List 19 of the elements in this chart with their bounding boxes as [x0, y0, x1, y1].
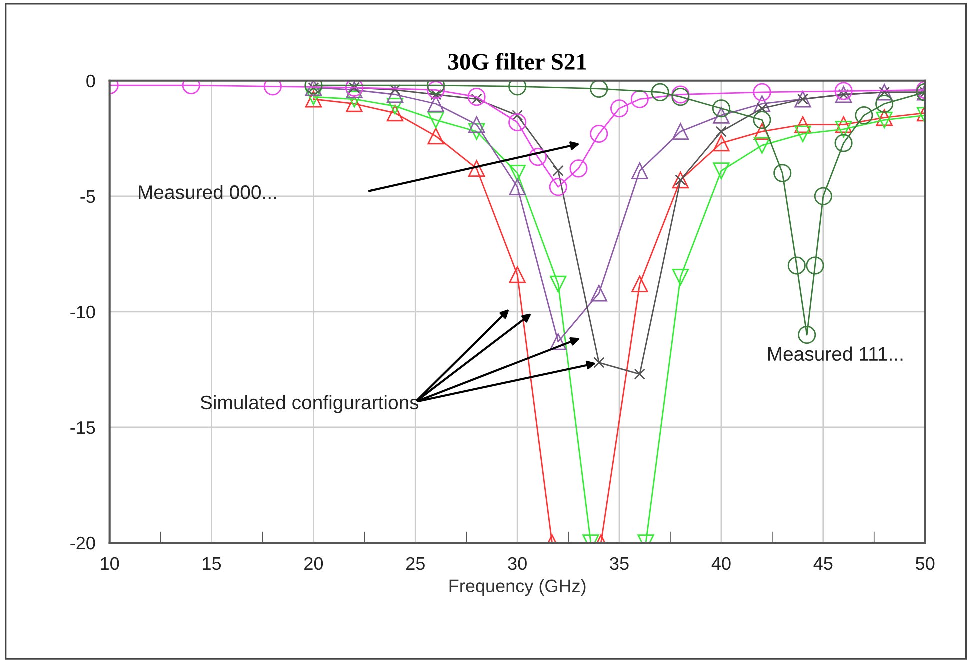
- x-tick-label: 45: [814, 558, 833, 570]
- x-tick-label: 30: [508, 557, 527, 570]
- y-tick-label: 0: [86, 74, 96, 88]
- x-tick-label: 40: [712, 557, 731, 570]
- x-tick-label: 25: [406, 557, 425, 570]
- chart-title: 30G filter S21: [448, 53, 586, 70]
- annotation: Measured 000...: [139, 185, 276, 200]
- x-axis-title: Frequency (GHz): [450, 579, 586, 596]
- annotation: Simulated configurartions: [200, 395, 419, 414]
- x-tick-label: 35: [610, 557, 629, 570]
- y-tick-label: -20: [70, 536, 96, 550]
- y-tick-label: -15: [70, 422, 96, 434]
- annotation: Measured 111...: [768, 346, 903, 362]
- x-tick-label: 10: [101, 557, 120, 570]
- x-tick-label: 50: [916, 557, 935, 570]
- y-tick-label: -5: [80, 190, 96, 204]
- y-tick-label: -10: [70, 306, 96, 319]
- x-tick-label: 15: [203, 558, 222, 570]
- x-tick-label: 20: [304, 557, 324, 570]
